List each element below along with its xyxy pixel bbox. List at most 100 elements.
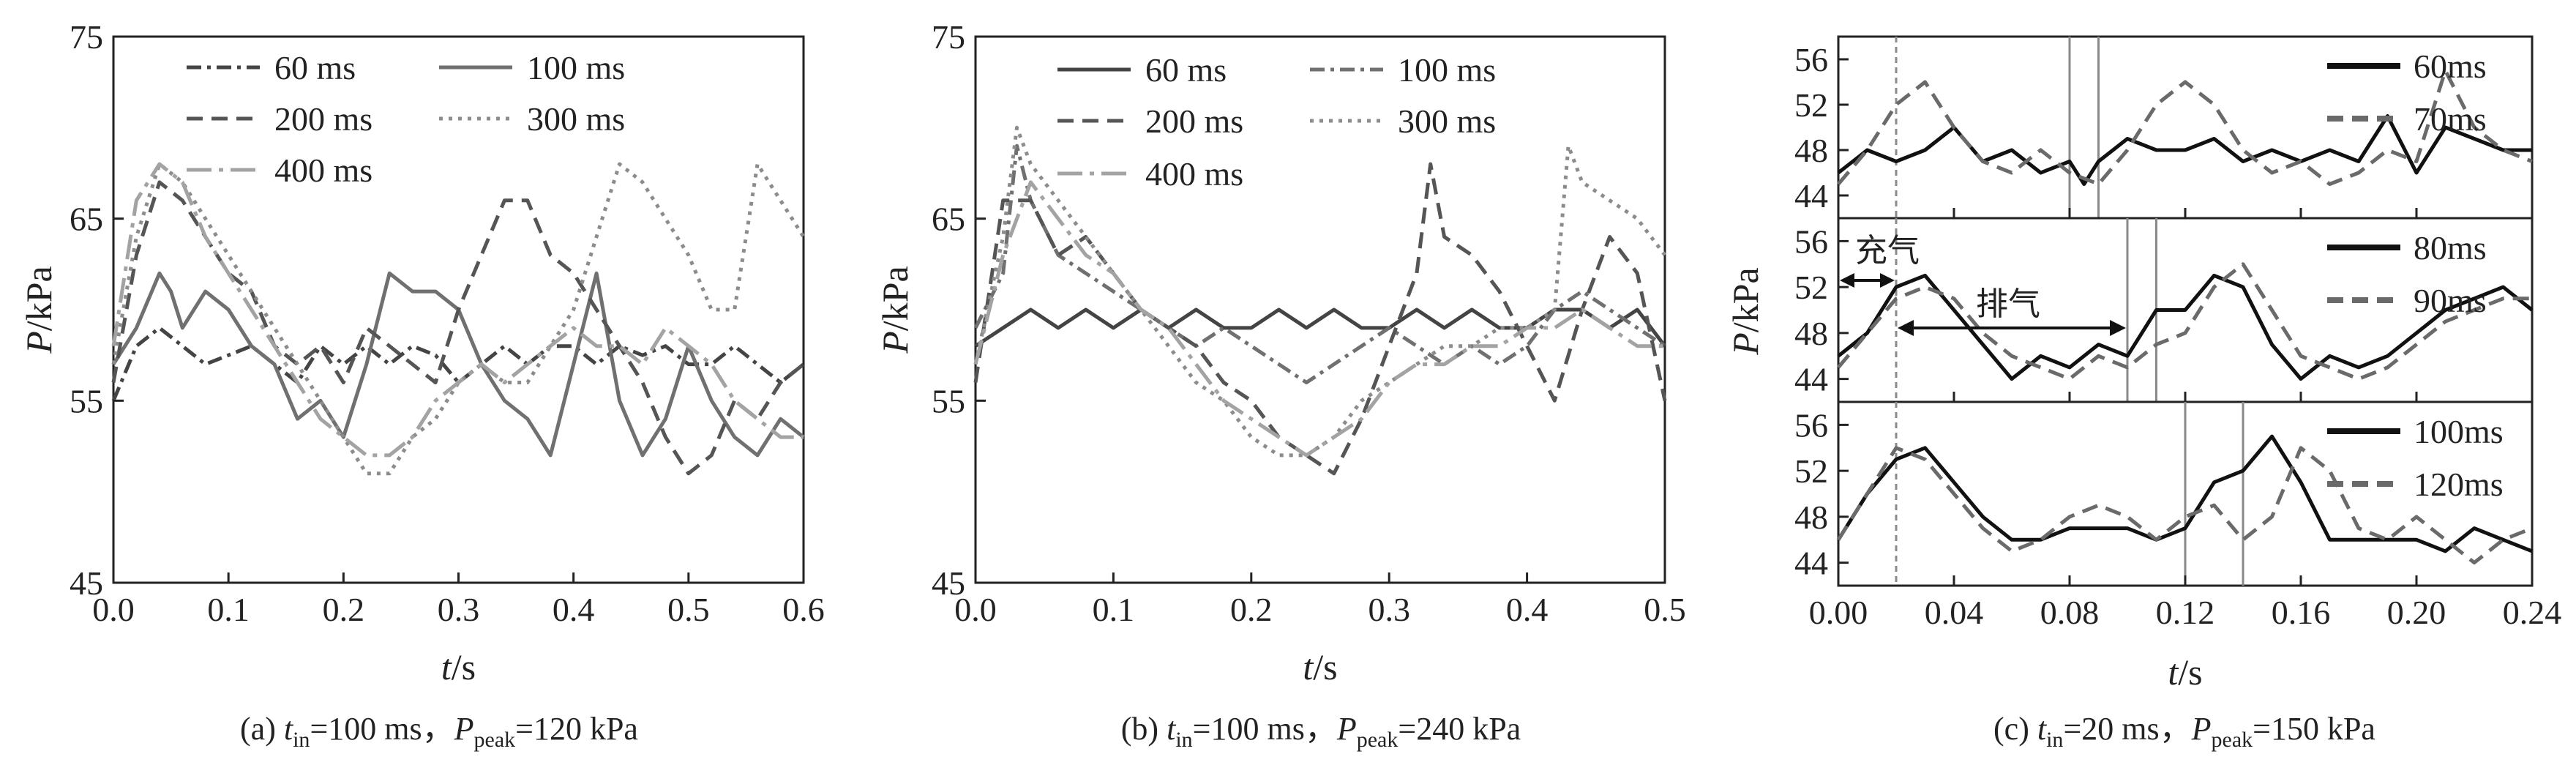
x-axis-label-unit: /s: [1313, 646, 1337, 687]
caption-var: t: [1167, 711, 1177, 747]
legend-label-b: 400 ms: [1145, 155, 1243, 193]
y-tick-label-b: 55: [932, 382, 965, 419]
caption-var: t: [284, 711, 294, 747]
x-tick-label-a: 0.4: [553, 591, 595, 628]
y-axis-label-unit: /kPa: [875, 266, 916, 331]
series-line-b-100ms: [973, 143, 1666, 384]
series-line-b-400ms: [973, 180, 1665, 458]
x-tick-label-c3: 0.12: [2156, 594, 2215, 631]
series-line-a-400ms: [111, 162, 804, 458]
y-tick-label-c1: 48: [1794, 132, 1828, 169]
legend-label-c2: 90ms: [2414, 282, 2487, 319]
legend-label-c1: 70ms: [2414, 100, 2487, 138]
x-axis-label-unit: /s: [2178, 652, 2202, 693]
y-tick-label-c1: 56: [1794, 41, 1828, 78]
caption-a: (a) tin=100 ms，Ppeak=120 kPa: [240, 711, 638, 752]
x-tick-label-b: 0.1: [1093, 591, 1135, 628]
x-axis-label-var: t: [1303, 646, 1314, 687]
y-tick-label-c1: 52: [1794, 86, 1828, 124]
legend-label-a: 300 ms: [527, 100, 625, 138]
y-axis-label-c: P/kPa: [1725, 267, 1766, 355]
y-axis-label-a: P/kPa: [18, 266, 59, 354]
legend-label-c1: 60ms: [2414, 48, 2487, 85]
caption-tail: =120 kPa: [515, 711, 638, 747]
series-line-a-60ms: [111, 326, 805, 402]
charge-arrow-head-right: [1880, 273, 1895, 288]
y-tick-label-c2: 48: [1794, 315, 1828, 352]
series-line-b-200ms: [973, 162, 1667, 476]
charge-arrow-head-left: [1840, 273, 1854, 288]
exhaust-arrow-head-left: [1898, 320, 1914, 336]
y-tick-label-c3: 52: [1794, 452, 1828, 490]
x-tick-label-b: 0.4: [1506, 591, 1549, 628]
y-tick-label-b: 65: [932, 201, 965, 238]
legend-label-a: 60 ms: [274, 49, 356, 86]
series-line-c2-90ms: [1837, 262, 2532, 381]
y-tick-label-c1: 44: [1794, 177, 1828, 214]
caption-prefix: (b): [1121, 711, 1167, 747]
caption-tail: =240 kPa: [1398, 711, 1521, 747]
caption-sub: in: [293, 728, 310, 752]
x-axis-label-var: t: [441, 646, 452, 687]
x-tick-label-b: 0.2: [1230, 591, 1273, 628]
y-axis-label-b: P/kPa: [875, 266, 916, 354]
caption-var: t: [2037, 711, 2048, 747]
caption-var2: P: [454, 711, 474, 747]
y-tick-label-c2: 44: [1794, 361, 1828, 398]
x-tick-label-b: 0.5: [1644, 591, 1686, 628]
x-tick-label-c3: 0.08: [2040, 594, 2100, 631]
legend-label-a: 100 ms: [527, 49, 625, 86]
caption-sub: in: [2046, 728, 2063, 752]
x-tick-label-c3: 0.24: [2503, 594, 2562, 631]
x-tick-label-c3: 0.16: [2272, 594, 2331, 631]
series-line-c1-60ms: [1837, 114, 2532, 186]
caption-prefix: (c): [1993, 711, 2037, 747]
y-tick-label-a: 65: [70, 201, 103, 238]
y-tick-label-a: 45: [70, 564, 103, 602]
x-axis-label-var: t: [2168, 652, 2179, 693]
legend-label-c3: 120ms: [2414, 466, 2504, 503]
legend-label-b: 60 ms: [1145, 51, 1227, 89]
annotation-charge: 充气: [1855, 233, 1920, 269]
legend-label-a: 200 ms: [274, 100, 372, 138]
legend-label-b: 200 ms: [1145, 102, 1243, 140]
caption-mid: =100 ms，: [1193, 711, 1337, 747]
caption-mid: =100 ms，: [310, 711, 454, 747]
series-line-c1-70ms: [1837, 69, 2533, 186]
y-axis-label-unit: /kPa: [1725, 267, 1766, 332]
y-tick-label-b: 45: [932, 564, 965, 602]
x-axis-label-unit: /s: [452, 646, 476, 687]
y-tick-label-c3: 56: [1794, 406, 1828, 444]
caption-prefix: (a): [240, 711, 284, 747]
legend-label-c2: 80ms: [2414, 229, 2487, 266]
x-axis-label-c: t/s: [2168, 652, 2202, 693]
x-axis-label-a: t/s: [441, 646, 476, 687]
y-axis-label-var: P: [875, 331, 916, 354]
series-line-c2-80ms: [1837, 273, 2534, 381]
caption-mid: =20 ms，: [2063, 711, 2191, 747]
plot-frame-b: [974, 35, 1666, 584]
caption-sub2: peak: [1357, 728, 1399, 752]
series-line-a-300ms: [111, 162, 806, 476]
y-tick-label-b: 75: [932, 18, 965, 56]
series-line-b-300ms: [973, 125, 1666, 458]
series-line-a-100ms: [111, 271, 805, 458]
x-axis-label-b: t/s: [1303, 646, 1337, 687]
caption-sub2: peak: [474, 728, 516, 752]
x-tick-label-b: 0.3: [1368, 591, 1410, 628]
series-line-c3-100ms: [1836, 434, 2533, 553]
x-tick-label-a: 0.6: [782, 591, 825, 628]
y-tick-label-a: 55: [70, 382, 103, 419]
y-tick-label-c3: 44: [1794, 545, 1828, 582]
legend-label-c3: 100ms: [2414, 413, 2504, 450]
x-tick-label-b: 0.0: [954, 591, 997, 628]
x-tick-label-a: 0.2: [323, 591, 365, 628]
x-tick-label-c3: 0.00: [1809, 594, 1868, 631]
x-tick-label-c3: 0.04: [1925, 594, 1984, 631]
y-tick-label-c3: 48: [1794, 499, 1828, 536]
exhaust-arrow-head-right: [2110, 320, 2126, 336]
y-tick-label-c2: 56: [1794, 223, 1828, 260]
x-tick-label-c3: 0.20: [2387, 594, 2446, 631]
y-axis-label-var: P: [18, 331, 59, 354]
